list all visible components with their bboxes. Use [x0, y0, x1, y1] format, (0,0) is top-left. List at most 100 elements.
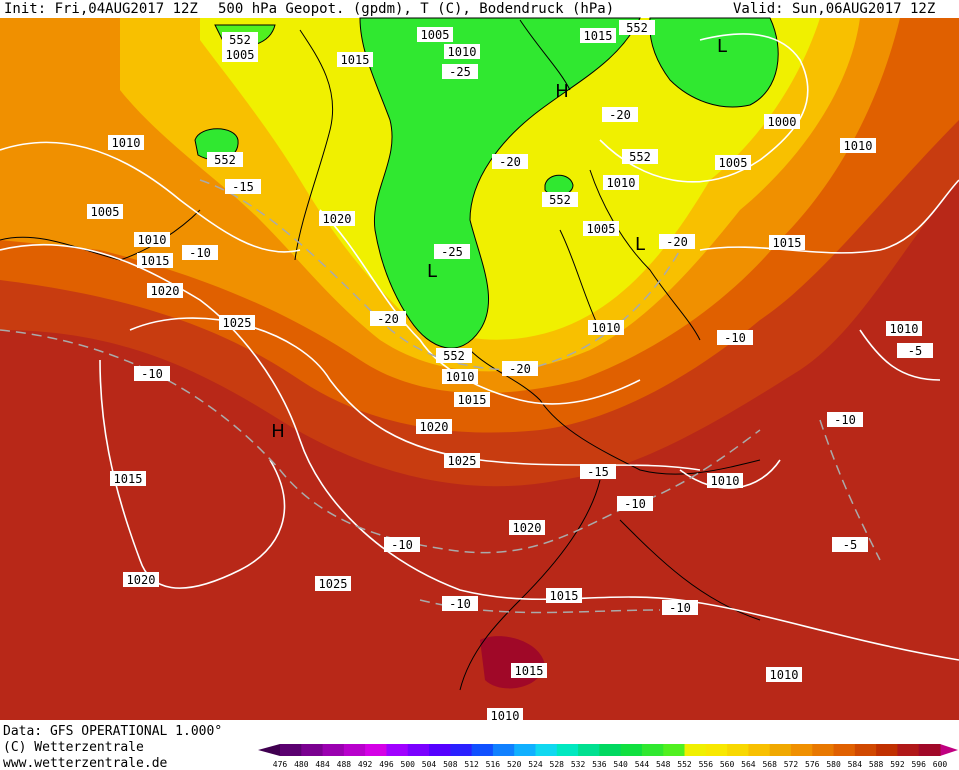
- contour-label: 1020: [151, 284, 180, 298]
- contour-label: 1015: [773, 236, 802, 250]
- contour-label: -10: [669, 601, 691, 615]
- colorbar-swatch: [535, 744, 558, 756]
- field-band: [200, 18, 820, 340]
- isobar: [0, 141, 301, 253]
- copyright: (C) Wetterzentrale: [3, 740, 144, 755]
- colorbar-swatch: [578, 744, 600, 756]
- colorbar-tick-label: 484: [315, 760, 330, 769]
- contour-label: 1005: [587, 222, 616, 236]
- colorbar-tick-label: 596: [911, 760, 926, 769]
- contour-label: -15: [232, 180, 254, 194]
- label-box: [123, 572, 159, 587]
- colorbar-tick-label: 548: [656, 760, 671, 769]
- colorbar-swatch: [790, 744, 813, 756]
- colorbar-swatch: [514, 744, 536, 756]
- colorbar-tick-label: 568: [762, 760, 777, 769]
- label-box: [134, 232, 170, 247]
- contour-label: 1010: [446, 370, 475, 384]
- contour-label: -25: [449, 65, 471, 79]
- contour-label: 552: [214, 153, 236, 167]
- label-box: [337, 52, 373, 67]
- label-box: [225, 179, 261, 194]
- contour-label: 552: [549, 193, 571, 207]
- label-box: [717, 330, 753, 345]
- colorbar-tick-label: 516: [486, 760, 501, 769]
- colorbar-tick-label: 524: [528, 760, 543, 769]
- pressure-center: H: [555, 81, 569, 102]
- colorbar-swatch: [705, 744, 728, 756]
- label-box: [715, 155, 751, 170]
- colorbar-tick-label: 552: [677, 760, 692, 769]
- colorbar-swatch: [769, 744, 792, 756]
- colorbar-tick-label: 592: [890, 760, 905, 769]
- contour-label: 552: [443, 349, 465, 363]
- contour-label: -10: [141, 367, 163, 381]
- colorbar-swatch: [429, 744, 451, 756]
- contour-label: -5: [843, 538, 857, 552]
- contour-label: 1010: [890, 322, 919, 336]
- field-low-geopotential: [649, 17, 779, 108]
- map-title: 500 hPa Geopot. (gpdm), T (C), Bodendruc…: [218, 1, 614, 17]
- map-labels: 1005100510101015101555255210105521005101…: [87, 20, 933, 723]
- colorbar-tick-label: 512: [464, 760, 479, 769]
- label-box: [509, 520, 545, 535]
- contour-label: 1010: [770, 668, 799, 682]
- label-box: [222, 47, 258, 62]
- colorbar-tick-label: 504: [422, 760, 437, 769]
- colorbar-tick-label: 532: [571, 760, 586, 769]
- website: www.wetterzentrale.de: [3, 756, 168, 770]
- label-box: [416, 419, 452, 434]
- init-time: Init: Fri,04AUG2017 12Z: [4, 1, 198, 17]
- label-box: [436, 348, 472, 363]
- label-box: [147, 283, 183, 298]
- colorbar-tick-label: 576: [805, 760, 820, 769]
- colorbar-tick-label: 580: [826, 760, 841, 769]
- contour-label: 1005: [91, 205, 120, 219]
- label-box: [110, 471, 146, 486]
- colorbar: 476 480 484 488 492 496 500 504 508 512 516 520 524 5…: [258, 744, 958, 769]
- label-box: [662, 600, 698, 615]
- contour-label: 1015: [584, 29, 613, 43]
- label-box: [444, 44, 480, 59]
- colorbar-tick-label: 572: [784, 760, 799, 769]
- label-box: [840, 138, 876, 153]
- colorbar-swatch: [727, 744, 749, 756]
- label-box: [897, 343, 933, 358]
- label-box: [492, 154, 528, 169]
- label-box: [370, 311, 406, 326]
- isobar: [699, 179, 959, 254]
- pressure-center: L: [635, 234, 645, 255]
- isotherm: [419, 419, 881, 614]
- label-box: [502, 361, 538, 376]
- label-box: [617, 496, 653, 511]
- colorbar-tick-label: 584: [848, 760, 863, 769]
- contour-label: 1020: [420, 420, 449, 434]
- label-box: [886, 321, 922, 336]
- colorbar-tick-label: 556: [699, 760, 714, 769]
- contour-label: -20: [499, 155, 521, 169]
- colorbar-swatch: [365, 744, 387, 756]
- contour-label: 1010: [711, 474, 740, 488]
- contour-label: -20: [609, 108, 631, 122]
- colorbar-tick-label: 540: [613, 760, 628, 769]
- colorbar-swatch: [854, 744, 877, 756]
- label-box: [108, 135, 144, 150]
- label-box: [444, 453, 480, 468]
- data-source: Data: GFS OPERATIONAL 1.000°: [3, 724, 222, 739]
- contour-label: 1015: [114, 472, 143, 486]
- pressure-center: H: [271, 421, 285, 442]
- contour-label: -25: [441, 245, 463, 259]
- contour-label: 1010: [448, 45, 477, 59]
- colorbar-tick-label: 536: [592, 760, 607, 769]
- isobar: [0, 243, 959, 661]
- contour-label: -10: [724, 331, 746, 345]
- contour-label: -10: [834, 413, 856, 427]
- label-box: [219, 315, 255, 330]
- label-box: [659, 234, 695, 249]
- coastline: [0, 19, 761, 691]
- colorbar-swatch: [876, 744, 898, 756]
- colorbar-tick-label: 600: [933, 760, 948, 769]
- label-box: [417, 27, 453, 42]
- label-box: [182, 245, 218, 260]
